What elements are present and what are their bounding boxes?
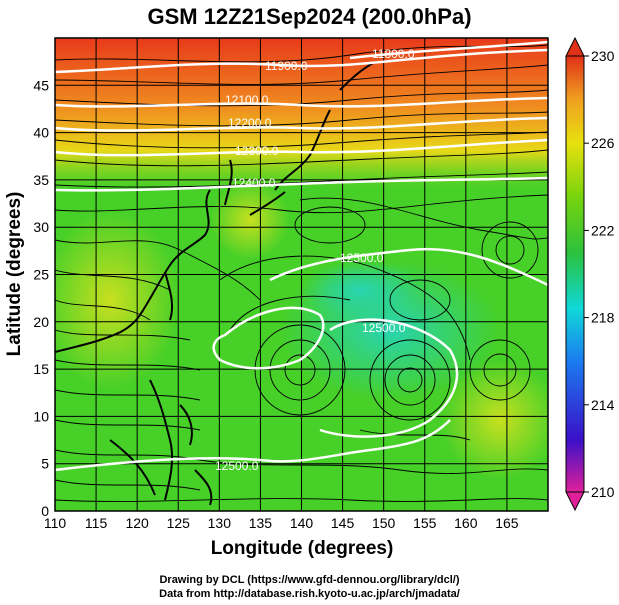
- contour-line: [319, 318, 459, 438]
- x-axis-label: Longitude (degrees): [211, 538, 394, 559]
- x-tick-label: 165: [495, 515, 519, 531]
- contour-line: [55, 116, 548, 132]
- x-tick-label: 155: [413, 515, 437, 531]
- colorbar-tick-label: 210: [591, 484, 615, 500]
- contour-line: [55, 138, 548, 157]
- y-tick-label: 45: [33, 77, 49, 93]
- colorbar-tick-label: 226: [591, 135, 615, 151]
- x-tick-label: 160: [454, 515, 478, 531]
- contour-line: [269, 247, 548, 287]
- x-tick-label: 125: [167, 515, 191, 531]
- colorbar-tick-label: 222: [591, 222, 615, 238]
- y-tick-label: 15: [33, 361, 49, 377]
- colorbar-scale: [565, 55, 585, 493]
- contour-line: [55, 176, 548, 192]
- y-tick-label: 25: [33, 267, 49, 283]
- grid-lines: [54, 38, 548, 512]
- y-tick-label: 5: [41, 456, 49, 472]
- contour-line: [349, 40, 548, 60]
- contour-label: 12300.0: [235, 144, 279, 158]
- credit-drawing: Drawing by DCL (https://www.gfd-dennou.o…: [159, 574, 460, 586]
- y-tick-label: 35: [33, 172, 49, 188]
- contour-line: [55, 48, 548, 74]
- x-tick-label: 115: [85, 515, 108, 531]
- colorbar: 230 226 222 218 214 210: [565, 36, 615, 512]
- credit-data-source: Data from http://database.rish.kyoto-u.a…: [159, 588, 460, 600]
- contour-label: 12100.0: [225, 93, 269, 107]
- colorbar-tick-label: 214: [591, 397, 615, 413]
- x-tick-label: 120: [125, 515, 149, 531]
- contour-line: [55, 96, 548, 108]
- x-tick-label: 140: [290, 515, 314, 531]
- contour-label: 11900.0: [265, 59, 308, 73]
- x-tick-label: 110: [44, 515, 67, 531]
- chart-title: GSM 12Z21Sep2024 (200.0hPa): [147, 4, 472, 29]
- colorbar-min-arrow: [565, 491, 585, 512]
- contour-label: 11800.0: [372, 47, 415, 61]
- colorbar-tick-label: 218: [591, 310, 615, 326]
- contour-label: 12500.0: [215, 459, 259, 473]
- x-tick-labels: 110 115 120 125 130 135 140 145 150 155 160 165: [44, 515, 519, 531]
- contour-label: 12500.0: [340, 251, 384, 265]
- contour-label: 12200.0: [228, 116, 272, 130]
- y-tick-label: 40: [33, 125, 49, 141]
- y-tick-label: 20: [33, 314, 49, 330]
- colorbar-tick-labels: 230 226 222 218 214 210: [584, 48, 615, 500]
- contour-line: [55, 419, 451, 472]
- y-tick-label: 30: [33, 219, 49, 235]
- contour-labels: 11900.0 11800.0 12100.0 12200.0 12300.0 …: [215, 47, 415, 473]
- height-contours: [55, 40, 548, 472]
- y-tick-label: 0: [41, 503, 49, 519]
- y-axis-label: Latitude (degrees): [4, 192, 25, 357]
- colorbar-max-arrow: [565, 36, 585, 57]
- x-tick-label: 130: [208, 515, 232, 531]
- x-tick-label: 135: [249, 515, 273, 531]
- x-tick-label: 150: [372, 515, 396, 531]
- contour-line: [212, 306, 325, 370]
- y-tick-labels: 0 5 10 15 20 25 30 35 40 45: [33, 77, 49, 519]
- y-tick-label: 10: [33, 408, 49, 424]
- x-tick-label: 145: [331, 515, 355, 531]
- contour-label: 12500.0: [362, 321, 406, 335]
- plot-frame: [54, 37, 549, 512]
- colorbar-tick-label: 230: [591, 48, 615, 64]
- contour-label: 12400.0: [232, 176, 276, 190]
